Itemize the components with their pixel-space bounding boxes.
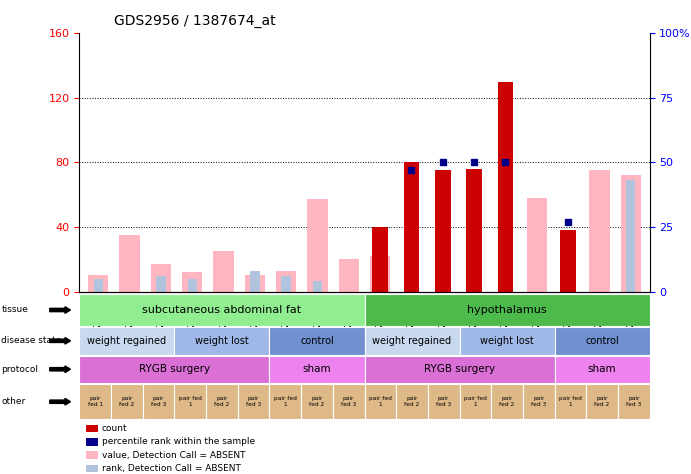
Text: pair
fed 2: pair fed 2	[214, 396, 229, 407]
Text: pair fed
1: pair fed 1	[559, 396, 582, 407]
Bar	[554, 356, 650, 383]
Bar	[88, 275, 108, 292]
Bar	[269, 356, 365, 383]
Text: rank, Detection Call = ABSENT: rank, Detection Call = ABSENT	[102, 464, 240, 473]
Bar	[93, 279, 103, 292]
Text: disease state: disease state	[1, 337, 61, 345]
Text: pair
fed 3: pair fed 3	[246, 396, 261, 407]
Text: pair
fed 2: pair fed 2	[120, 396, 135, 407]
Bar	[245, 275, 265, 292]
Bar	[79, 327, 174, 355]
Text: pair
fed 1: pair fed 1	[88, 396, 103, 407]
Text: pair
fed 3: pair fed 3	[531, 396, 547, 407]
Bar	[621, 175, 641, 292]
Text: pair
fed 3: pair fed 3	[341, 396, 357, 407]
Bar	[339, 259, 359, 292]
Bar	[372, 227, 388, 292]
Text: pair
fed 3: pair fed 3	[436, 396, 451, 407]
Bar	[435, 171, 451, 292]
Text: pair
fed 2: pair fed 2	[310, 396, 325, 407]
Text: pair fed
1: pair fed 1	[464, 396, 486, 407]
Bar	[586, 384, 618, 419]
Bar	[396, 384, 428, 419]
Bar	[111, 384, 143, 419]
Text: weight lost: weight lost	[195, 336, 249, 346]
Bar	[269, 327, 365, 355]
Bar	[523, 384, 554, 419]
Text: RYGB surgery: RYGB surgery	[139, 364, 210, 374]
Bar	[527, 198, 547, 292]
Text: protocol: protocol	[1, 365, 39, 374]
Bar	[301, 384, 333, 419]
Text: control: control	[300, 336, 334, 346]
Text: weight regained: weight regained	[87, 336, 167, 346]
Bar	[214, 251, 234, 292]
Bar	[466, 169, 482, 292]
Text: pair fed
1: pair fed 1	[274, 396, 296, 407]
Bar	[428, 384, 460, 419]
Bar	[174, 384, 206, 419]
Bar	[618, 384, 650, 419]
Text: sham: sham	[588, 364, 616, 374]
Bar	[554, 327, 650, 355]
Bar	[364, 294, 650, 326]
Bar	[79, 384, 111, 419]
Text: other: other	[1, 397, 26, 406]
Text: hypothalamus: hypothalamus	[467, 305, 547, 315]
Text: count: count	[102, 424, 127, 433]
Bar	[364, 356, 554, 383]
Text: weight regained: weight regained	[372, 336, 452, 346]
Bar	[120, 235, 140, 292]
Bar	[307, 200, 328, 292]
Text: control: control	[585, 336, 619, 346]
Bar	[370, 256, 390, 292]
Text: pair
fed 2: pair fed 2	[594, 396, 609, 407]
Text: pair
fed 2: pair fed 2	[404, 396, 419, 407]
Bar	[276, 271, 296, 292]
Bar	[364, 384, 396, 419]
Bar	[375, 250, 385, 292]
Text: pair
fed 3: pair fed 3	[151, 396, 167, 407]
Text: RYGB surgery: RYGB surgery	[424, 364, 495, 374]
Bar	[460, 384, 491, 419]
Bar	[187, 279, 197, 292]
Bar	[174, 327, 269, 355]
Text: pair
fed 2: pair fed 2	[500, 396, 515, 407]
Bar	[626, 181, 636, 292]
Bar	[143, 384, 174, 419]
Bar	[238, 384, 269, 419]
Text: percentile rank within the sample: percentile rank within the sample	[102, 438, 255, 446]
Bar	[554, 384, 586, 419]
Text: pair fed
1: pair fed 1	[369, 396, 392, 407]
Bar	[156, 276, 166, 292]
Text: weight lost: weight lost	[480, 336, 534, 346]
Text: subcutaneous abdominal fat: subcutaneous abdominal fat	[142, 305, 301, 315]
Text: value, Detection Call = ABSENT: value, Detection Call = ABSENT	[102, 451, 245, 459]
Bar	[589, 171, 609, 292]
Bar	[560, 230, 576, 292]
Bar	[269, 384, 301, 419]
Bar	[206, 384, 238, 419]
Bar	[182, 272, 202, 292]
Bar	[333, 384, 364, 419]
Bar	[364, 327, 460, 355]
Bar	[404, 162, 419, 292]
Text: tissue: tissue	[1, 306, 28, 314]
Bar	[281, 276, 291, 292]
Bar	[498, 82, 513, 292]
Text: GDS2956 / 1387674_at: GDS2956 / 1387674_at	[114, 14, 276, 28]
Bar	[79, 356, 269, 383]
Bar	[313, 281, 322, 292]
Bar	[151, 264, 171, 292]
Bar	[250, 271, 260, 292]
Text: pair fed
1: pair fed 1	[179, 396, 202, 407]
Text: pair
fed 3: pair fed 3	[626, 396, 641, 407]
Text: sham: sham	[303, 364, 331, 374]
Bar	[460, 327, 554, 355]
Bar	[491, 384, 523, 419]
Bar	[79, 294, 364, 326]
